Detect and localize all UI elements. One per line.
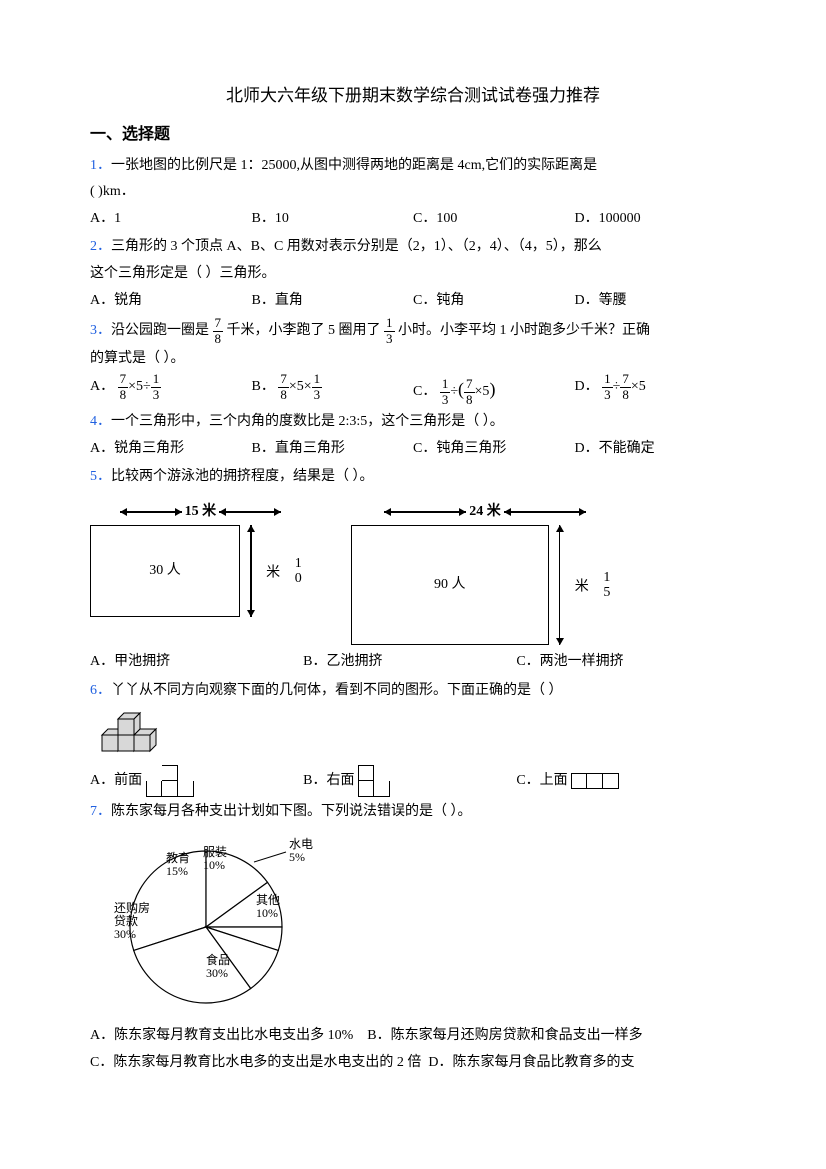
shape-front (146, 765, 194, 797)
svg-text:其他: 其他 (256, 893, 280, 907)
q1-num: 1． (90, 158, 111, 173)
q5-options: A．甲池拥挤 B．乙池拥挤 C．两池一样拥挤 (90, 649, 736, 676)
cube-figure (100, 711, 736, 764)
pool1-rect: 30 人 (90, 525, 240, 617)
q3: 3．沿公园跑一圈是 78 千米，小李跑了 5 圈用了 13 小时。小李平均 1 … (90, 316, 736, 346)
pool2-wlabel: 24 米 (469, 499, 501, 526)
q2-C: C．钝角 (413, 288, 575, 315)
svg-text:贷款: 贷款 (114, 914, 138, 928)
frac-1-3: 13 (384, 316, 395, 346)
q5-B: B．乙池拥挤 (303, 649, 516, 676)
svg-text:食品: 食品 (206, 952, 230, 967)
section-header: 一、选择题 (90, 120, 736, 150)
q1-A: A．1 (90, 206, 252, 233)
q7-C: C．陈东家每月教育比水电多的支出是水电支出的 2 倍 (90, 1055, 421, 1070)
q4: 4．一个三角形中，三个内角的度数比是 2:3:5，这个三角形是（ ）。 (90, 409, 736, 436)
q5-A: A．甲池拥挤 (90, 649, 303, 676)
q5-C: C．两池一样拥挤 (516, 649, 729, 676)
q2: 2．三角形的 3 个顶点 A、B、C 用数对表示分别是（2，1）、（2，4）、（… (90, 234, 736, 261)
pie-svg: 教育15%服装10%水电5%其他10%食品30%还购房贷款30% (96, 834, 336, 1009)
q2-num: 2． (90, 239, 111, 254)
q2-line2: 这个三角形定是（ ）三角形。 (90, 261, 736, 288)
pie-chart: 教育15%服装10%水电5%其他10%食品30%还购房贷款30% (96, 834, 736, 1020)
pool2-rect: 90 人 (351, 525, 549, 645)
q2-A: A．锐角 (90, 288, 252, 315)
svg-text:水电: 水电 (289, 837, 313, 851)
pool2-hlabel: 15 米 (566, 570, 619, 600)
pool-2: 24 米 90 人 15 米 (351, 499, 620, 646)
q5: 5．比较两个游泳池的拥挤程度，结果是（ ）。 (90, 464, 736, 491)
q4-num: 4． (90, 414, 111, 429)
q3-mid1: 千米，小李跑了 5 圈用了 (227, 323, 381, 338)
q5-text: 比较两个游泳池的拥挤程度，结果是（ ）。 (111, 469, 374, 484)
q3-B: B． 78×5×13 (252, 372, 414, 407)
svg-text:30%: 30% (206, 966, 228, 980)
q7: 7．陈东家每月各种支出计划如下图。下列说法错误的是（ ）。 (90, 799, 736, 826)
q3-num: 3． (90, 323, 111, 338)
q4-D: D．不能确定 (575, 436, 737, 463)
svg-text:30%: 30% (114, 927, 136, 941)
q7-options: A．陈东家每月教育支出比水电支出多 10% B．陈东家每月还购房贷款和食品支出一… (90, 1023, 736, 1050)
q6-options: A．前面 B．右面 C．上面 (90, 765, 736, 797)
pool1-hlabel: 10 米 (258, 556, 311, 586)
q6-B: B．右面 (303, 765, 516, 797)
q1-line2: ( )km． (90, 179, 736, 206)
svg-text:10%: 10% (256, 906, 278, 920)
q1-options: A．1 B．10 C．100 D．100000 (90, 206, 736, 233)
q7-text: 陈东家每月各种支出计划如下图。下列说法错误的是（ ）。 (111, 804, 472, 819)
q2-text: 三角形的 3 个顶点 A、B、C 用数对表示分别是（2，1）、（2，4）、（4，… (111, 239, 602, 254)
svg-text:还购房: 还购房 (114, 900, 150, 915)
q4-options: A．锐角三角形 B．直角三角形 C．钝角三角形 D．不能确定 (90, 436, 736, 463)
shape-top (571, 773, 619, 789)
q7-B: B．陈东家每月还购房贷款和食品支出一样多 (367, 1028, 642, 1043)
svg-text:教育: 教育 (166, 850, 190, 865)
q3-line2: 的算式是（ ）。 (90, 346, 736, 373)
pool-1: 15 米 30 人 10 米 (90, 499, 311, 618)
svg-text:5%: 5% (289, 850, 305, 864)
q1-B: B．10 (252, 206, 414, 233)
q5-num: 5． (90, 469, 111, 484)
q3-options: A． 78×5÷13 B． 78×5×13 C． 13÷(78×5) D． 13… (90, 372, 736, 407)
q3-A: A． 78×5÷13 (90, 372, 252, 407)
q3-mid2: 小时。小李平均 1 小时跑多少千米？正确 (398, 323, 650, 338)
q4-A: A．锐角三角形 (90, 436, 252, 463)
svg-text:服装: 服装 (203, 845, 227, 859)
q2-options: A．锐角 B．直角 C．钝角 D．等腰 (90, 288, 736, 315)
q7-num: 7． (90, 804, 111, 819)
shape-right (358, 765, 390, 797)
q6-C: C．上面 (516, 768, 729, 795)
q5-figure: 15 米 30 人 10 米 24 米 90 人 15 米 (90, 499, 736, 646)
q6-text: 丫丫从不同方向观察下面的几何体，看到不同的图形。下面正确的是（ ） (111, 683, 563, 698)
q7-options-2: C．陈东家每月教育比水电多的支出是水电支出的 2 倍 D．陈东家每月食品比教育多… (90, 1050, 736, 1077)
svg-text:15%: 15% (166, 864, 188, 878)
q1: 1．一张地图的比例尺是 1：25000,从图中测得两地的距离是 4cm,它们的实… (90, 153, 736, 180)
q1-text: 一张地图的比例尺是 1：25000,从图中测得两地的距离是 4cm,它们的实际距… (111, 158, 597, 173)
q6: 6．丫丫从不同方向观察下面的几何体，看到不同的图形。下面正确的是（ ） (90, 678, 736, 705)
q7-D: D．陈东家每月食品比教育多的支 (428, 1055, 634, 1070)
q4-B: B．直角三角形 (252, 436, 414, 463)
q6-num: 6． (90, 683, 111, 698)
q4-C: C．钝角三角形 (413, 436, 575, 463)
q6-A: A．前面 (90, 765, 303, 797)
q3-D: D． 13÷78×5 (575, 372, 737, 407)
q1-C: C．100 (413, 206, 575, 233)
page-title: 北师大六年级下册期末数学综合测试试卷强力推荐 (90, 80, 736, 112)
q3-pre: 沿公园跑一圈是 (111, 323, 209, 338)
q2-D: D．等腰 (575, 288, 737, 315)
pool1-wlabel: 15 米 (185, 499, 217, 526)
q2-B: B．直角 (252, 288, 414, 315)
q7-A: A．陈东家每月教育支出比水电支出多 10% (90, 1028, 353, 1043)
svg-text:10%: 10% (203, 858, 225, 872)
q4-text: 一个三角形中，三个内角的度数比是 2:3:5，这个三角形是（ ）。 (111, 414, 504, 429)
q3-C: C． 13÷(78×5) (413, 372, 575, 407)
cube-icon (100, 711, 170, 753)
q1-D: D．100000 (575, 206, 737, 233)
frac-7-8: 78 (213, 316, 224, 346)
